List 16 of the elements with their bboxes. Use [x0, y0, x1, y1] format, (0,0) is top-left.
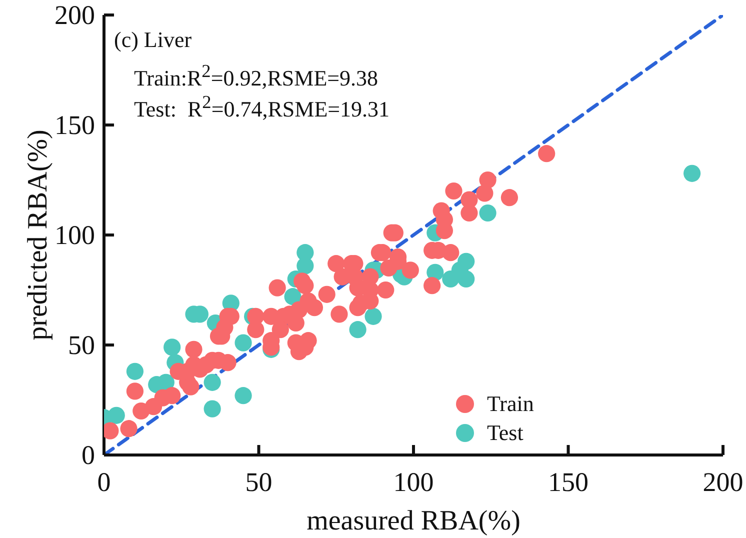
y-tick-label: 0: [82, 440, 95, 470]
legend-label: Train: [487, 390, 534, 416]
annotation: Test: R$^{2}$=0.74,RSME=19.31: [134, 91, 390, 122]
y-tick-label: 100: [54, 220, 95, 250]
annotation: (c) Liver: [114, 27, 192, 53]
legend-label: Test: [487, 420, 524, 446]
y-tick-label: 150: [54, 110, 95, 140]
x-tick-label: 200: [702, 467, 744, 497]
y-axis-title: predicted RBA(%): [22, 130, 54, 340]
y-tick-label: 200: [54, 0, 95, 30]
y-tick-label: 50: [68, 330, 95, 360]
x-axis-title: measured RBA(%): [306, 506, 520, 536]
x-tick-label: 150: [548, 467, 588, 497]
x-tick-label: 100: [393, 467, 434, 497]
annotation: Train:R$^{2}$=0.92,RSME=9.38: [134, 60, 378, 92]
x-tick-label: 50: [245, 467, 272, 497]
